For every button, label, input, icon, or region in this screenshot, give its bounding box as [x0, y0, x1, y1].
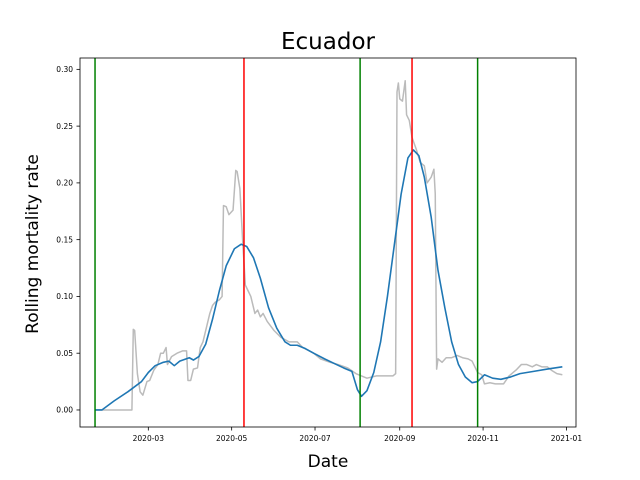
y-axis-label: Rolling mortality rate — [23, 154, 43, 334]
y-tick-label: 0.25 — [56, 122, 73, 131]
y-tick-label: 0.20 — [56, 179, 73, 188]
y-tick-label: 0.30 — [56, 65, 73, 74]
x-tick-label: 2020-09 — [384, 434, 416, 443]
series-line-2 — [95, 149, 563, 411]
y-tick-label: 0.15 — [56, 235, 73, 244]
x-tick-label: 2020-07 — [299, 434, 331, 443]
plot-frame — [79, 57, 577, 428]
x-tick-label: 2020-05 — [216, 434, 248, 443]
x-tick-label: 2020-11 — [467, 434, 499, 443]
x-tick-label: 2021-01 — [551, 434, 583, 443]
y-tick-label: 0.05 — [56, 349, 73, 358]
x-axis-label: Date — [308, 452, 349, 472]
y-tick-label: 0.00 — [56, 406, 73, 415]
x-tick-label: 2020-03 — [133, 434, 165, 443]
y-tick-label: 0.10 — [56, 292, 73, 301]
chart-title: Ecuador — [281, 29, 376, 55]
